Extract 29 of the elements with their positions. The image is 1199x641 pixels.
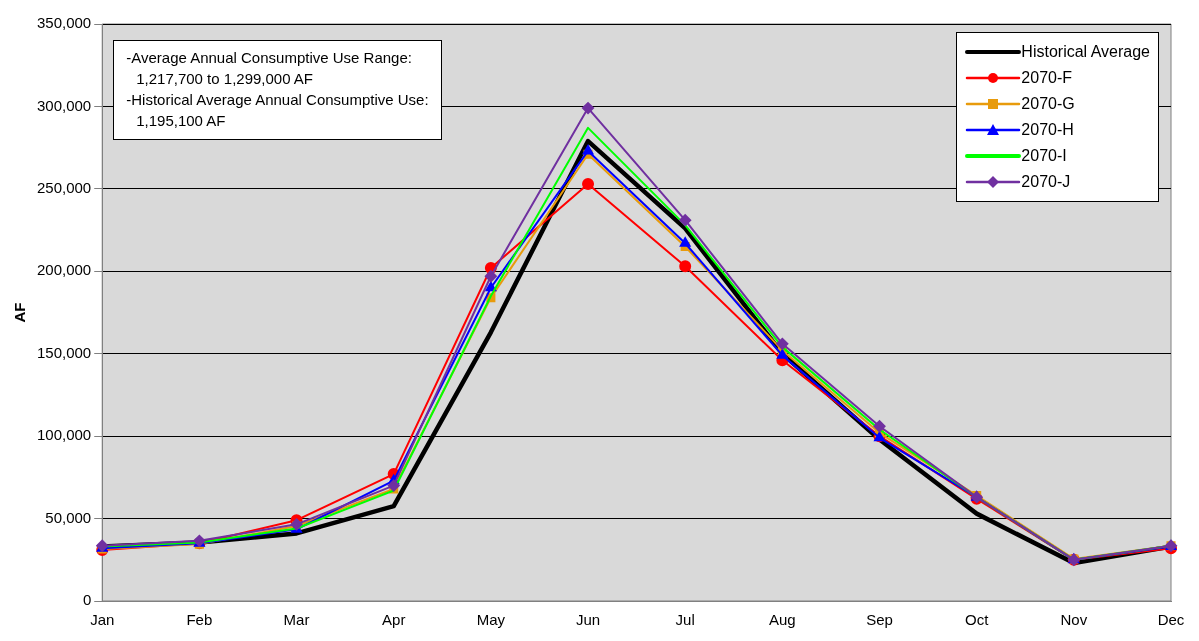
y-axis-title: AF (11, 302, 29, 323)
annotation: -Historical Average Annual Consumptive Use: 1,195,100 AF (126, 90, 429, 131)
x-tick-label: May (476, 611, 506, 629)
legend-label: 2070-J (1021, 173, 1071, 191)
y-tick-label: 200,000 (36, 261, 92, 279)
y-tick-label: 100,000 (36, 426, 92, 444)
y-tick-label: 0 (82, 591, 92, 609)
y-tick-label: 300,000 (36, 96, 92, 114)
y-tick-label: 50,000 (45, 508, 92, 526)
y-tick-label: 150,000 (36, 343, 92, 361)
legend-label: 2070-F (1021, 69, 1073, 87)
x-tick-label: Jul (675, 611, 695, 629)
x-tick-label: Sep (866, 611, 893, 629)
legend-label: 2070-G (1021, 95, 1075, 113)
x-tick-label: Jun (575, 611, 601, 629)
x-tick-label: Nov (1060, 611, 1088, 629)
legend-label: Historical Average (1021, 43, 1150, 61)
x-tick-label: Mar (283, 611, 310, 629)
y-tick-label: 350,000 (36, 14, 92, 32)
y-tick-label: 250,000 (36, 179, 92, 196)
x-tick-label: Aug (769, 611, 796, 629)
x-tick-label: Oct (965, 611, 990, 629)
x-tick-label: Apr (382, 611, 406, 629)
x-tick-label: Jan (90, 611, 115, 629)
legend-label: 2070-H (1021, 121, 1074, 139)
annotation: -Average Annual Consumptive Use Range: 1,217,700 to 1,299,000 AF (126, 48, 413, 89)
legend-label: 2070-I (1021, 147, 1067, 165)
x-tick-label: Feb (186, 611, 213, 629)
x-tick-label: Dec (1157, 611, 1185, 629)
